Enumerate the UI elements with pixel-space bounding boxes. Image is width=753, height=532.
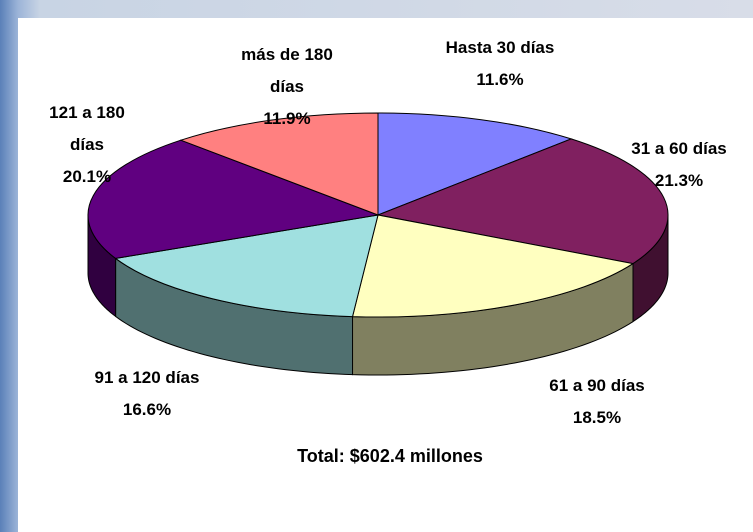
value-label: 18.5% (572, 408, 622, 427)
slice-label: 121 a 180 días 20.1% (32, 97, 142, 193)
category-label: 61 a 90 días (549, 376, 645, 395)
category-label: 31 a 60 días (631, 139, 727, 158)
slice (87, 139, 380, 259)
category-label: 121 a 180 días (49, 103, 125, 154)
value-label: 16.6% (122, 400, 172, 419)
slice-label: Hasta 30 días 11.6% (445, 32, 555, 96)
category-label: 91 a 120 días (94, 368, 200, 387)
value-label: 11.9% (263, 109, 311, 128)
value-label: 20.1% (62, 167, 112, 186)
category-label: más de 180 días (241, 45, 333, 96)
slice (377, 112, 573, 216)
slice-label: más de 180 días 11.9% (227, 39, 347, 135)
annotation: Total: $602.4 millones (297, 446, 483, 466)
slice (179, 112, 379, 216)
slice (351, 214, 635, 318)
slice (376, 138, 669, 265)
slice-label: 91 a 120 días 16.6% (92, 362, 202, 426)
category-label: Hasta 30 días (445, 38, 555, 57)
slice-label: 31 a 60 días 21.3% (599, 133, 753, 197)
value-label: 11.6% (476, 70, 524, 89)
value-label: 21.3% (654, 171, 704, 190)
slice-label: 61 a 90 días 18.5% (517, 370, 677, 434)
slice (114, 214, 379, 318)
